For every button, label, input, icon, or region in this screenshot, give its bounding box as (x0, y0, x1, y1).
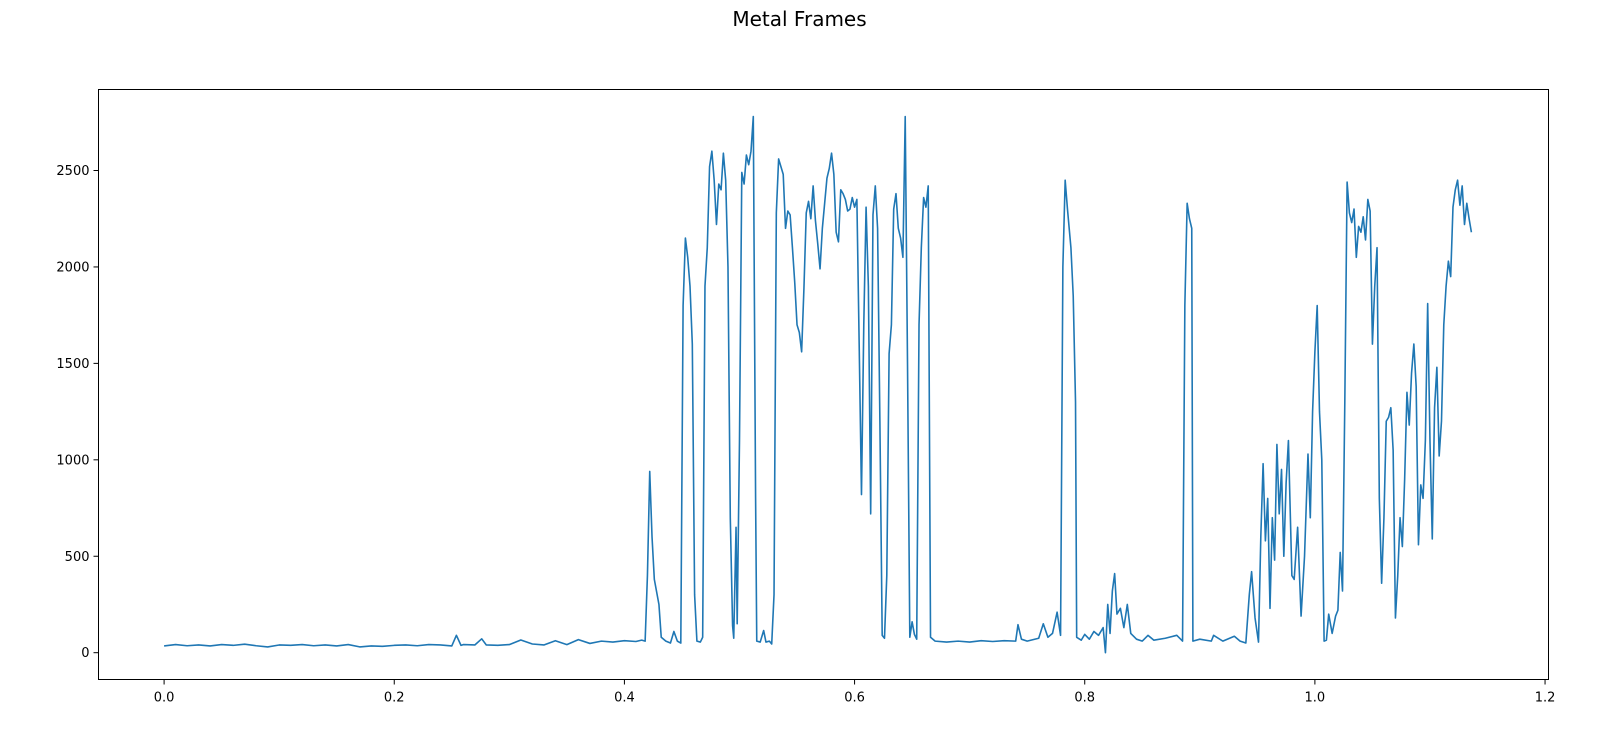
plot-frame (98, 89, 1549, 680)
x-tick-label: 1.0 (1305, 691, 1326, 706)
y-tick-label: 1000 (56, 453, 89, 468)
x-tick-label: 1.2 (1535, 691, 1556, 706)
x-tick-label: 0.6 (844, 691, 865, 706)
x-tick-label: 0.2 (384, 691, 405, 706)
y-tick-label: 2500 (56, 164, 89, 179)
y-tick-label: 500 (65, 550, 90, 565)
plot-area (164, 115, 1473, 654)
x-tick-label: 0.4 (614, 691, 635, 706)
x-tick-label: 0.0 (154, 691, 175, 706)
y-tick-label: 1500 (56, 357, 89, 372)
chart-title: Metal Frames (732, 7, 867, 31)
y-tick-label: 2000 (56, 260, 89, 275)
series-line-0 (164, 115, 1473, 654)
y-tick-label: 0 (81, 646, 89, 661)
y-axis: 0 500 1000 1500 2000 2500 (56, 164, 99, 661)
x-axis: 0.0 0.2 0.4 0.6 0.8 1.0 1.2 (154, 679, 1556, 706)
x-tick-label: 0.8 (1074, 691, 1095, 706)
